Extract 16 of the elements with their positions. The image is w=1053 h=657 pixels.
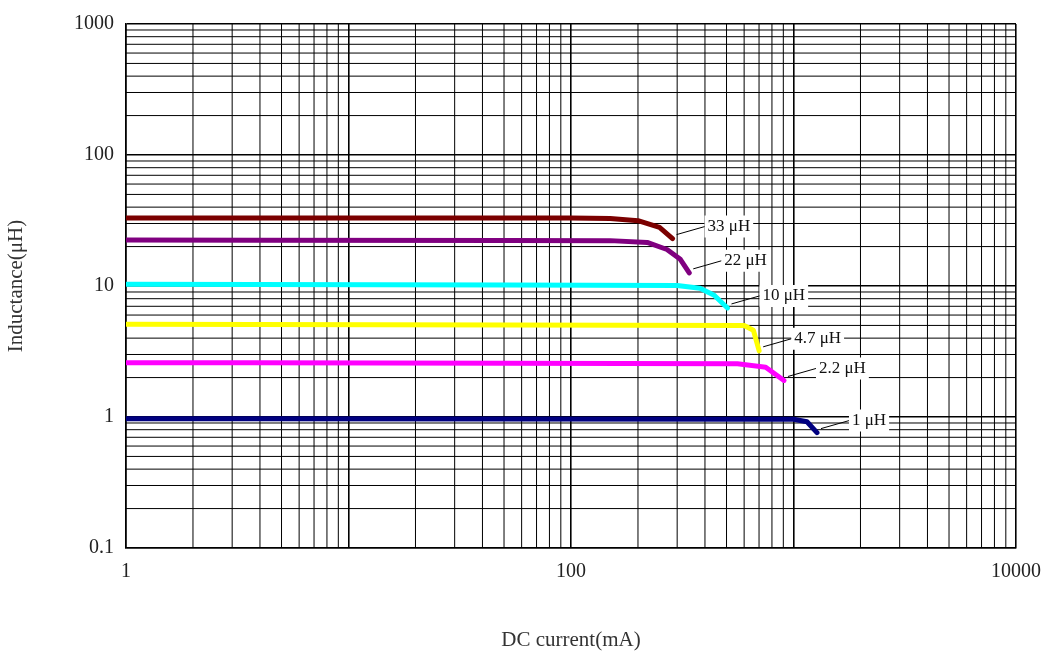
y-tick-label: 1 (104, 404, 114, 427)
text: 2.2 μH (818, 357, 866, 377)
text: 33 μH (707, 216, 751, 236)
y-tick-label: 10 (94, 273, 114, 296)
x-axis-title: DC current(mA) (501, 626, 641, 651)
y-tick-label: 100 (84, 142, 114, 165)
x-tick-label: 1 (121, 559, 131, 582)
y-axis-title: Inductance(μH) (3, 219, 28, 353)
text: 10 μH (762, 285, 806, 305)
x-tick-label: 100 (556, 559, 586, 582)
text: 22 μH (724, 250, 767, 270)
x-tick-label: 10000 (991, 559, 1041, 582)
y-tick-label: 0.1 (89, 535, 114, 558)
text: 1 μH (851, 410, 887, 430)
y-tick-label: 1000 (74, 11, 114, 34)
text: 4.7 μH (794, 328, 842, 348)
